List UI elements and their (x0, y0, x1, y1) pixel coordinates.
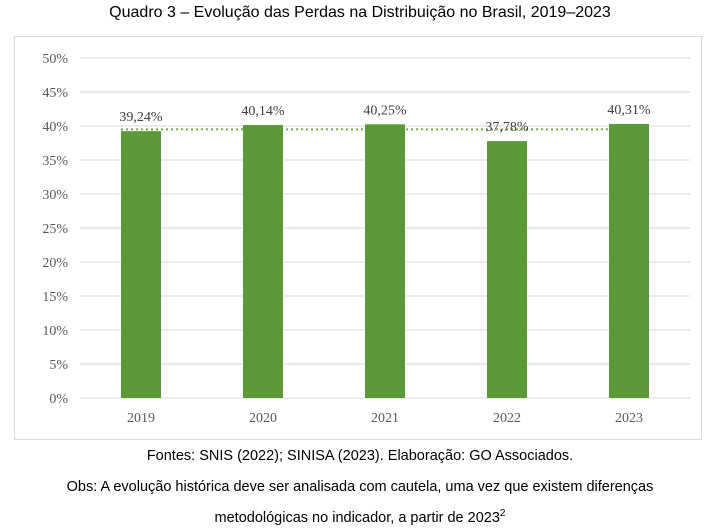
x-axis-ticks: 2019 2020 2021 2022 2023 (127, 411, 643, 426)
y-tick-label: 50% (42, 52, 68, 67)
obs-note-text: metodológicas no indicador, a partir de … (214, 509, 500, 526)
data-label-2023: 40,31% (607, 103, 651, 118)
y-tick-label: 20% (42, 256, 68, 271)
chart-frame (14, 36, 702, 440)
y-tick-label: 10% (42, 324, 68, 339)
y-tick-label: 0% (49, 392, 68, 407)
y-tick-label: 15% (42, 290, 68, 305)
chart-title: Quadro 3 – Evolução das Perdas na Distri… (109, 4, 611, 21)
obs-note-line2: metodológicas no indicador, a partir de … (0, 508, 720, 526)
data-labels: 39,24% 40,14% 40,25% 37,78% 40,31% (119, 103, 651, 135)
bar-2020 (243, 125, 283, 398)
y-tick-label: 5% (49, 358, 68, 373)
data-label-2022: 37,78% (485, 120, 529, 135)
bar-2022 (487, 141, 527, 398)
data-label-2021: 40,25% (363, 103, 407, 118)
obs-note-line1: Obs: A evolução histórica deve ser anali… (66, 479, 654, 495)
x-tick-label-2020: 2020 (249, 411, 277, 426)
data-label-2019: 39,24% (119, 110, 163, 125)
y-tick-label: 40% (42, 120, 68, 135)
x-tick-label-2019: 2019 (127, 411, 155, 426)
bar-2021 (365, 124, 405, 399)
footnote-marker: 2 (499, 508, 506, 519)
y-tick-label: 45% (42, 86, 68, 101)
x-tick-label-2022: 2022 (493, 411, 521, 426)
y-tick-label: 35% (42, 154, 68, 169)
sources-note: Fontes: SNIS (2022); SINISA (2023). Elab… (146, 448, 574, 464)
bar-2019 (121, 131, 161, 398)
bar-2023 (609, 123, 649, 398)
y-axis-ticks: 0% 5% 10% 15% 20% 25% 30% 35% 40% 45% 50% (42, 52, 68, 407)
bars (121, 123, 649, 399)
x-tick-label-2021: 2021 (371, 411, 399, 426)
bar-chart: 0% 5% 10% 15% 20% 25% 30% 35% 40% 45% 50% 39,24% 40… (42, 52, 690, 426)
y-tick-label: 30% (42, 188, 68, 203)
x-tick-label-2023: 2023 (615, 411, 643, 426)
y-tick-label: 25% (42, 222, 68, 237)
data-label-2020: 40,14% (241, 104, 285, 119)
